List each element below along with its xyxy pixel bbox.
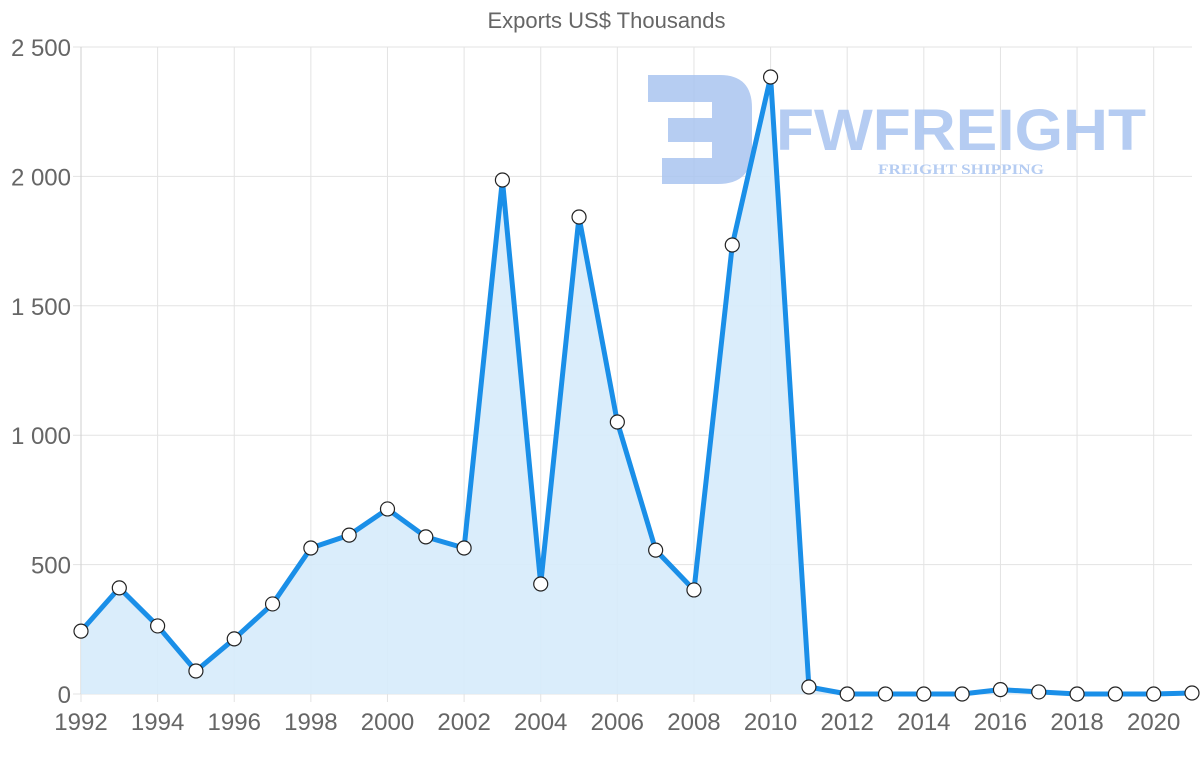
y-tick-label: 1 000 bbox=[11, 423, 71, 450]
x-tick-label: 1994 bbox=[131, 709, 184, 736]
data-point[interactable] bbox=[571, 209, 587, 225]
x-tick-label: 1992 bbox=[54, 709, 107, 736]
area-fill bbox=[81, 77, 1192, 694]
x-tick-label: 2020 bbox=[1127, 709, 1180, 736]
data-point[interactable] bbox=[992, 682, 1009, 698]
data-point[interactable] bbox=[341, 527, 357, 543]
data-point[interactable] bbox=[609, 414, 625, 430]
data-point[interactable] bbox=[73, 623, 89, 639]
x-tick-label: 1998 bbox=[284, 709, 337, 736]
data-point[interactable] bbox=[648, 542, 664, 558]
data-point[interactable] bbox=[1069, 686, 1085, 702]
data-point[interactable] bbox=[264, 596, 281, 612]
x-tick-label: 2016 bbox=[974, 709, 1027, 736]
data-point[interactable] bbox=[188, 663, 204, 679]
watermark-logo: FWFREIGHT FREIGHT SHIPPING bbox=[648, 75, 1146, 184]
x-tick-label: 1996 bbox=[208, 709, 261, 736]
data-point[interactable] bbox=[303, 540, 319, 556]
x-axis-ticks: 1992 1994 1996 1998 2000 2002 2004 2006 2008 2010… bbox=[54, 709, 1180, 736]
data-point[interactable] bbox=[494, 172, 511, 188]
data-point[interactable] bbox=[111, 580, 127, 596]
x-tick-label: 2008 bbox=[667, 709, 720, 736]
chart-title: Exports US$ Thousands bbox=[487, 8, 726, 33]
x-tick-label: 2000 bbox=[361, 709, 414, 736]
y-axis-ticks: 0 500 1 000 1 500 2 000 2 500 bbox=[11, 35, 71, 709]
data-point[interactable] bbox=[1184, 685, 1200, 701]
x-tick-label: 2014 bbox=[897, 709, 950, 736]
x-tick-label: 2012 bbox=[821, 709, 874, 736]
data-point[interactable] bbox=[533, 576, 549, 592]
data-point[interactable] bbox=[686, 582, 702, 598]
data-point[interactable] bbox=[1031, 684, 1047, 700]
y-tick-label: 1 500 bbox=[11, 294, 71, 321]
watermark-tagline: FREIGHT SHIPPING bbox=[878, 162, 1044, 178]
x-tick-label: 2018 bbox=[1050, 709, 1103, 736]
y-tick-label: 0 bbox=[58, 682, 71, 709]
data-point[interactable] bbox=[954, 686, 970, 702]
data-point[interactable] bbox=[150, 618, 166, 634]
y-tick-label: 2 500 bbox=[11, 35, 71, 62]
data-point[interactable] bbox=[839, 686, 855, 702]
data-points bbox=[73, 69, 1200, 702]
data-point[interactable] bbox=[801, 679, 817, 695]
x-tick-label: 2004 bbox=[514, 709, 567, 736]
data-point[interactable] bbox=[1107, 686, 1123, 702]
data-point[interactable] bbox=[916, 686, 932, 702]
data-point[interactable] bbox=[1146, 686, 1162, 702]
data-point[interactable] bbox=[456, 540, 472, 556]
y-tick-label: 2 000 bbox=[11, 164, 71, 191]
data-point[interactable] bbox=[877, 686, 894, 702]
x-tick-label: 2002 bbox=[437, 709, 490, 736]
y-tick-label: 500 bbox=[31, 553, 71, 580]
x-tick-label: 2010 bbox=[744, 709, 797, 736]
watermark-brand: FWFREIGHT bbox=[776, 98, 1146, 163]
logo-mark-icon bbox=[648, 75, 752, 184]
data-point[interactable] bbox=[379, 501, 396, 517]
x-tick-label: 2006 bbox=[591, 709, 644, 736]
data-point[interactable] bbox=[418, 529, 434, 545]
data-point[interactable] bbox=[226, 631, 242, 647]
data-point[interactable] bbox=[724, 237, 740, 253]
data-point[interactable] bbox=[762, 69, 779, 85]
